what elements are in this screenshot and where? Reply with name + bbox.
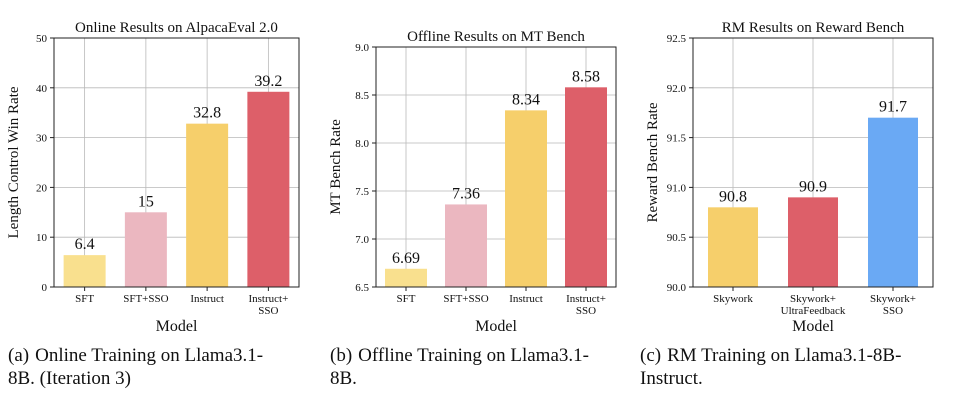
- bar-2: [124, 212, 167, 287]
- y-tick-label-1: 10: [36, 232, 48, 244]
- chart-title: RM Results on Reward Bench: [722, 20, 905, 36]
- value-label-3: 32.8: [193, 105, 221, 122]
- y-tick-label-0: 0: [42, 282, 48, 294]
- chart-title: Offline Results on MT Bench: [407, 29, 585, 45]
- value-label-1: 6.4: [75, 236, 95, 253]
- y-tick-label-4: 8.5: [355, 90, 369, 102]
- y-tick-label-2: 20: [36, 182, 48, 194]
- bar-3: [505, 110, 547, 287]
- caption-b-line-2: 8B.: [330, 368, 357, 389]
- value-label-3: 8.34: [512, 91, 540, 108]
- caption-b-label: (b): [330, 345, 353, 366]
- x-axis-label: Model: [156, 318, 198, 335]
- x-axis-label: Model: [475, 318, 517, 335]
- y-tick-label-3: 8.0: [355, 138, 369, 150]
- x-tick-label-3: Instruct: [509, 293, 543, 305]
- chart-1: 6.4 15 32.8 39.2 0 10 20 30 40 50 SFT SFT+SSO Instru…: [6, 20, 300, 335]
- y-tick-label-1: 7.0: [355, 234, 369, 246]
- value-label-2: 7.36: [452, 185, 480, 202]
- y-tick-label-1: 90.5: [667, 232, 687, 244]
- x-tick-label-3: Skywork+ SSO: [870, 293, 916, 317]
- caption-b: (b) Offline Training on Llama3.1- 8B.: [330, 344, 630, 390]
- caption-c-line-1: RM Training on Llama3.1-8B-: [667, 345, 902, 366]
- y-tick-label-3: 91.5: [667, 133, 687, 145]
- x-tick-label-1: Skywork: [713, 293, 753, 305]
- caption-a: (a) Online Training on Llama3.1- 8B. (Ite…: [8, 344, 308, 390]
- axes-frame: [375, 46, 617, 288]
- bar-3: [186, 123, 229, 287]
- value-label-4: 39.2: [254, 73, 282, 90]
- value-label-1: 90.8: [719, 188, 747, 205]
- y-tick-label-5: 50: [36, 33, 48, 45]
- y-tick-label-5: 92.5: [667, 33, 687, 45]
- bar-4: [565, 87, 607, 287]
- y-tick-label-5: 9.0: [355, 42, 369, 54]
- bar-2: [445, 204, 487, 287]
- caption-b-line-1: Offline Training on Llama3.1-: [358, 345, 589, 366]
- y-tick-label-4: 40: [36, 83, 48, 95]
- caption-c-line-2: Instruct.: [640, 368, 703, 389]
- bar-1: [385, 268, 427, 287]
- y-axis-label: Length Control Win Rate: [6, 86, 22, 238]
- y-tick-label-2: 91.0: [667, 182, 687, 194]
- x-axis-label: Model: [792, 318, 834, 335]
- x-tick-label-2: SFT+SSO: [443, 293, 488, 305]
- y-tick-label-2: 7.5: [355, 186, 369, 198]
- x-tick-label-4: Instruct+ SSO: [566, 293, 606, 317]
- x-tick-label-2: SFT+SSO: [123, 293, 168, 305]
- y-tick-label-0: 90.0: [667, 282, 687, 294]
- x-tick-label-1: SFT: [75, 293, 94, 305]
- value-label-1: 6.69: [392, 250, 420, 267]
- y-tick-label-0: 6.5: [355, 282, 369, 294]
- bar-4: [247, 91, 290, 287]
- y-tick-label-3: 30: [36, 133, 48, 145]
- value-label-2: 90.9: [799, 178, 827, 195]
- bar-1: [708, 207, 758, 287]
- caption-c-label: (c): [640, 345, 662, 366]
- y-axis-label: Reward Bench Rate: [645, 102, 661, 222]
- x-tick-label-1: SFT: [397, 293, 416, 305]
- chart-2: 6.69 7.36 8.34 8.58 6.5 7.0 7.5 8.0 8.5 9.0 SFT SFT…: [328, 29, 617, 335]
- charts-canvas: 6.4 15 32.8 39.2 0 10 20 30 40 50 SFT SFT+SSO Instru…: [6, 20, 934, 335]
- value-label-3: 91.7: [879, 99, 907, 116]
- caption-a-label: (a): [8, 345, 30, 366]
- y-axis-label: MT Bench Rate: [328, 119, 344, 215]
- value-label-2: 15: [138, 193, 154, 210]
- chart-3: 90.8 90.9 91.7 90.0 90.5 91.0 91.5 92.0 92.5 Skyw…: [645, 20, 934, 335]
- caption-a-line-1: Online Training on Llama3.1-: [35, 345, 264, 366]
- bar-1: [63, 255, 106, 287]
- bar-3: [868, 117, 918, 288]
- chart-title: Online Results on AlpacaEval 2.0: [75, 20, 278, 36]
- x-tick-label-2: Skywork+ UltraFeedback: [781, 293, 846, 317]
- x-tick-label-3: Instruct: [190, 293, 224, 305]
- bar-2: [788, 197, 838, 287]
- caption-c: (c) RM Training on Llama3.1-8B- Instruct.: [640, 344, 950, 390]
- value-label-4: 8.58: [572, 68, 600, 85]
- x-tick-label-4: Instruct+ SSO: [248, 293, 288, 317]
- y-tick-label-4: 92.0: [667, 83, 687, 95]
- axes-frame: [53, 37, 300, 288]
- caption-a-line-2: 8B. (Iteration 3): [8, 368, 131, 389]
